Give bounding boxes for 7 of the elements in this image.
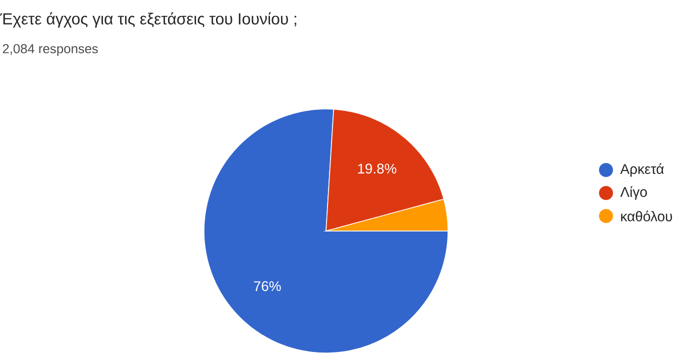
legend-label: καθόλου bbox=[621, 210, 672, 222]
legend-label: Λίγο bbox=[620, 186, 647, 200]
chart-title: Έχετε άγχος για τις εξετάσεις του Ιουνίου ; bbox=[0, 12, 296, 28]
data-label: 76% bbox=[254, 281, 281, 292]
legend-label: Αρκετά bbox=[620, 163, 664, 177]
text: 2,084 responses bbox=[2, 44, 98, 56]
data-label: 19.8% bbox=[358, 164, 396, 174]
